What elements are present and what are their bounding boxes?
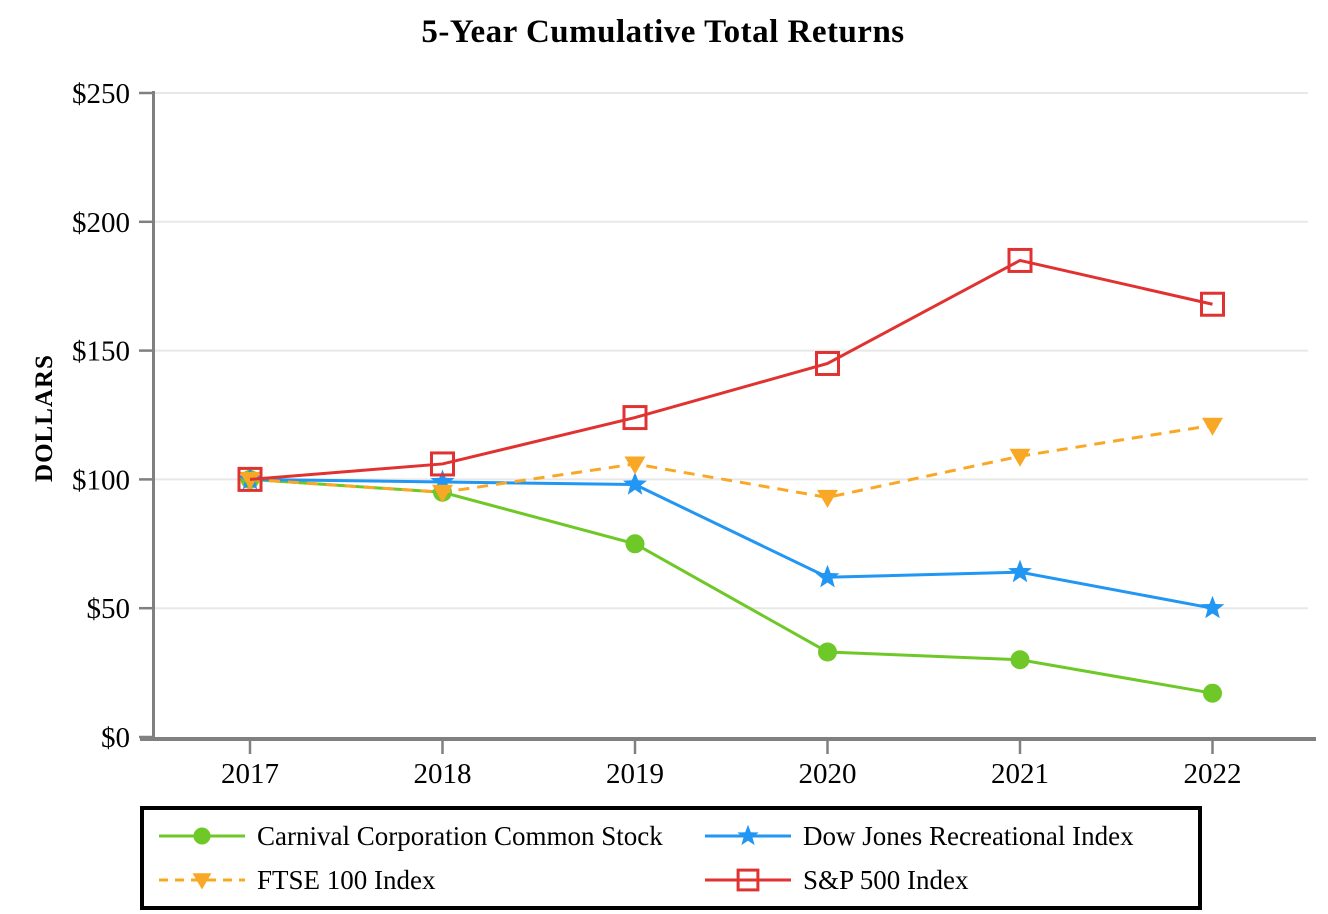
legend-marker-ftse-icon bbox=[159, 873, 245, 890]
series-0 bbox=[240, 469, 1222, 703]
x-tick-label: 2017 bbox=[221, 758, 279, 790]
marker-circle-icon bbox=[818, 642, 837, 662]
series-line bbox=[249, 423, 1213, 499]
marker-star-icon bbox=[1200, 595, 1225, 619]
y-tick-label: $150 bbox=[72, 336, 130, 368]
legend: Carnival Corporation Common Stock Dow Jo… bbox=[140, 806, 1202, 910]
marker-circle-icon bbox=[625, 534, 645, 554]
marker-square-open-icon bbox=[237, 466, 263, 492]
legend-marker-dow-jones-icon bbox=[705, 824, 791, 846]
legend-item-dow-jones: Dow Jones Recreational Index bbox=[702, 821, 1198, 852]
series-2 bbox=[239, 417, 1223, 508]
legend-item-sp500: S&P 500 Index bbox=[702, 865, 1198, 896]
legend-label-ftse: FTSE 100 Index bbox=[257, 864, 436, 895]
marker-square-open-icon bbox=[430, 451, 455, 477]
marker-star-icon bbox=[815, 564, 840, 588]
marker-star-icon bbox=[737, 824, 759, 846]
marker-star-icon bbox=[1008, 559, 1032, 583]
marker-triangle-down-icon bbox=[817, 489, 838, 508]
series-line bbox=[249, 258, 1213, 481]
marker-square-open-icon bbox=[1007, 247, 1033, 273]
y-tick-label: $100 bbox=[72, 464, 130, 496]
marker-triangle-down-icon bbox=[624, 456, 646, 475]
legend-label-dow-jones: Dow Jones Recreational Index bbox=[803, 820, 1134, 851]
legend-label-carnival: Carnival Corporation Common Stock bbox=[257, 820, 663, 851]
legend-marker-sp500-icon bbox=[705, 868, 791, 892]
marker-square-open-icon bbox=[622, 405, 648, 431]
marker-triangle-down-icon bbox=[239, 471, 261, 490]
marker-triangle-down-icon bbox=[192, 873, 212, 890]
legend-item-carnival: Carnival Corporation Common Stock bbox=[156, 821, 702, 852]
y-tick-label: $250 bbox=[72, 78, 130, 110]
marker-circle-icon bbox=[1203, 683, 1222, 703]
marker-triangle-down-icon bbox=[1009, 448, 1031, 467]
y-tick-label: $200 bbox=[72, 207, 130, 239]
marker-square-open-icon bbox=[736, 868, 760, 892]
legend-marker-carnival-icon bbox=[159, 827, 245, 845]
marker-square-open-icon bbox=[815, 350, 840, 376]
x-tick-label: 2020 bbox=[799, 758, 857, 790]
x-tick-label: 2018 bbox=[414, 758, 472, 790]
x-tick-label: 2022 bbox=[1184, 758, 1242, 790]
marker-circle-icon bbox=[193, 827, 211, 845]
marker-square-open-icon bbox=[1200, 291, 1225, 317]
y-tick-label: $0 bbox=[101, 722, 130, 754]
x-tick-label: 2021 bbox=[991, 758, 1049, 790]
series-line bbox=[249, 477, 1213, 695]
legend-item-ftse: FTSE 100 Index bbox=[156, 865, 702, 896]
marker-triangle-down-icon bbox=[1202, 417, 1223, 436]
marker-star-icon bbox=[623, 472, 647, 495]
chart-title: 5-Year Cumulative Total Returns bbox=[421, 14, 905, 50]
y-tick-label: $50 bbox=[87, 593, 131, 625]
x-tick-label: 2019 bbox=[606, 758, 664, 790]
series-line bbox=[249, 477, 1213, 610]
marker-triangle-down-icon bbox=[432, 484, 453, 503]
series-3 bbox=[237, 247, 1225, 492]
marker-star-icon bbox=[430, 469, 455, 493]
marker-circle-icon bbox=[1010, 650, 1030, 670]
legend-label-sp500: S&P 500 Index bbox=[803, 864, 969, 895]
